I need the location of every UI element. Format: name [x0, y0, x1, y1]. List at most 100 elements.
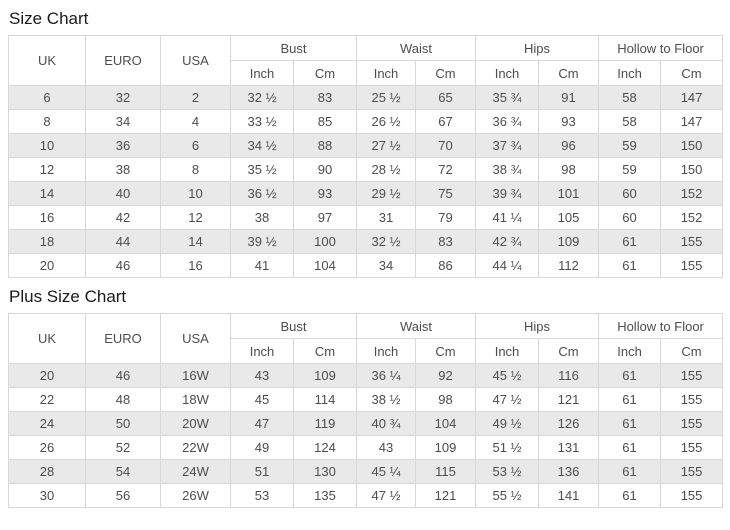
table-cell: 20W	[160, 411, 231, 436]
header-hollow-inch: Inch	[598, 60, 662, 86]
table-row: 20 46 16 41 104 34 86 44 ¼ 112 61 155	[8, 253, 724, 278]
table-cell: 18W	[160, 387, 231, 412]
table-cell: 50	[85, 411, 161, 436]
table-cell: 67	[415, 109, 477, 134]
table-cell: 12	[160, 205, 231, 230]
table-cell: 150	[660, 133, 724, 158]
table-cell: 24W	[160, 459, 231, 484]
table-cell: 16	[160, 253, 231, 278]
table-cell: 83	[292, 85, 358, 110]
table-cell: 49	[230, 435, 294, 460]
table-cell: 48	[85, 387, 161, 412]
table-cell: 98	[415, 387, 477, 412]
header-hips-inch: Inch	[475, 338, 540, 364]
table-cell: 112	[538, 253, 600, 278]
table-cell: 152	[660, 205, 724, 230]
table-cell: 147	[660, 85, 724, 110]
table-cell: 28 ½	[356, 157, 417, 182]
header-bust: Bust	[229, 313, 358, 339]
table-cell: 38 ½	[356, 387, 417, 412]
header-group-row: UK EURO USA Bust Waist Hips Hollow to Fl…	[8, 313, 724, 364]
table-row: 10 36 6 34 ½ 88 27 ½ 70 37 ¾ 96 59 150	[8, 133, 724, 158]
table-cell: 43	[230, 363, 294, 388]
table-cell: 65	[415, 85, 477, 110]
table-cell: 34 ½	[230, 133, 294, 158]
table-cell: 61	[598, 229, 662, 254]
table-cell: 126	[538, 411, 600, 436]
table-cell: 46	[85, 253, 161, 278]
table-cell: 93	[538, 109, 600, 134]
table-cell: 104	[292, 253, 358, 278]
table-row: 8 34 4 33 ½ 85 26 ½ 67 36 ¾ 93 58 147	[8, 109, 724, 134]
table-cell: 8	[8, 109, 86, 134]
table-cell: 109	[415, 435, 477, 460]
plus-size-chart-body: 20 46 16W 43 109 36 ¼ 92 45 ½ 116 61 155 22 48 18W 45 1…	[8, 363, 724, 508]
table-cell: 39 ¾	[475, 181, 540, 206]
table-cell: 22W	[160, 435, 231, 460]
header-euro: EURO	[85, 35, 161, 86]
header-units-row: Inch Cm Inch Cm Inch Cm Inch Cm	[9, 338, 724, 364]
table-cell: 40	[85, 181, 161, 206]
table-cell: 109	[292, 363, 358, 388]
table-cell: 60	[598, 205, 662, 230]
header-hips: Hips	[475, 35, 600, 61]
table-cell: 155	[660, 363, 724, 388]
header-usa: USA	[160, 313, 231, 364]
plus-size-chart-title: Plus Size Chart	[9, 287, 127, 306]
header-waist: Waist	[356, 313, 477, 339]
table-row: 18 44 14 39 ½ 100 32 ½ 83 42 ¾ 109 61 155	[8, 229, 724, 254]
table-cell: 155	[660, 459, 724, 484]
header-bust-inch: Inch	[230, 60, 294, 86]
table-cell: 36 ¼	[356, 363, 417, 388]
table-cell: 18	[8, 229, 86, 254]
table-cell: 155	[660, 483, 724, 508]
table-cell: 22	[8, 387, 86, 412]
table-cell: 155	[660, 411, 724, 436]
size-chart-header: UK EURO USA Bust Waist Hips Hollow to Fl…	[8, 35, 724, 86]
table-cell: 136	[538, 459, 600, 484]
table-cell: 53	[230, 483, 294, 508]
table-cell: 40 ¾	[356, 411, 417, 436]
table-row: 22 48 18W 45 114 38 ½ 98 47 ½ 121 61 155	[8, 387, 724, 412]
table-cell: 55 ½	[475, 483, 540, 508]
table-cell: 124	[292, 435, 358, 460]
table-cell: 41 ¼	[475, 205, 540, 230]
header-waist: Waist	[356, 35, 477, 61]
table-cell: 119	[292, 411, 358, 436]
table-cell: 45 ¼	[356, 459, 417, 484]
header-hips: Hips	[475, 313, 600, 339]
table-cell: 37 ¾	[475, 133, 540, 158]
table-cell: 61	[598, 253, 662, 278]
header-hollow-cm: Cm	[660, 338, 724, 364]
table-row: 12 38 8 35 ½ 90 28 ½ 72 38 ¾ 98 59 150	[8, 157, 724, 182]
table-cell: 26	[8, 435, 86, 460]
table-cell: 155	[660, 387, 724, 412]
table-cell: 12	[8, 157, 86, 182]
table-row: 28 54 24W 51 130 45 ¼ 115 53 ½ 136 61 155	[8, 459, 724, 484]
table-cell: 56	[85, 483, 161, 508]
table-cell: 97	[292, 205, 358, 230]
header-hips-inch: Inch	[475, 60, 540, 86]
table-cell: 61	[598, 459, 662, 484]
table-cell: 131	[538, 435, 600, 460]
table-cell: 121	[538, 387, 600, 412]
table-cell: 83	[415, 229, 477, 254]
table-cell: 26 ½	[356, 109, 417, 134]
table-cell: 72	[415, 157, 477, 182]
table-cell: 59	[598, 133, 662, 158]
table-cell: 20	[8, 253, 86, 278]
table-cell: 96	[538, 133, 600, 158]
table-cell: 52	[85, 435, 161, 460]
table-cell: 44	[85, 229, 161, 254]
table-cell: 59	[598, 157, 662, 182]
header-waist-cm: Cm	[415, 338, 477, 364]
table-cell: 60	[598, 181, 662, 206]
table-cell: 39 ½	[230, 229, 294, 254]
table-cell: 47	[230, 411, 294, 436]
table-cell: 93	[292, 181, 358, 206]
table-cell: 35 ½	[230, 157, 294, 182]
table-cell: 38 ¾	[475, 157, 540, 182]
table-cell: 135	[292, 483, 358, 508]
table-cell: 27 ½	[356, 133, 417, 158]
table-cell: 150	[660, 157, 724, 182]
